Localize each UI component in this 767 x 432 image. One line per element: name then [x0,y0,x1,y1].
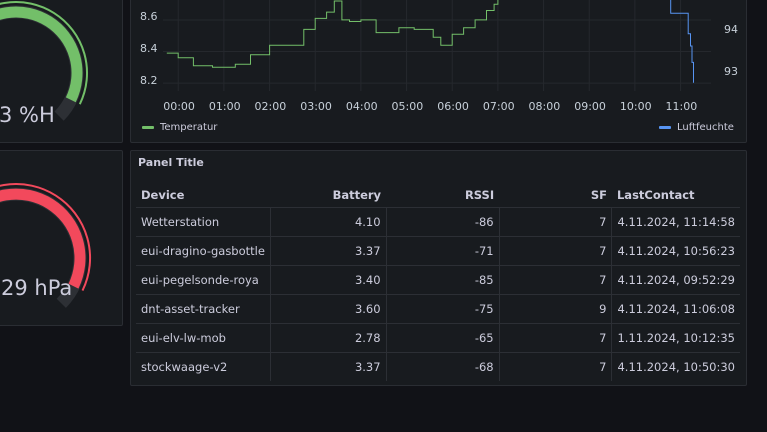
cell-device: Wetterstation [136,207,271,237]
device-table: Device Battery RSSI SF LastContact Wette… [136,183,740,381]
pressure-gauge [0,183,92,308]
cell-device: eui-pegelsonde-roya [136,265,271,295]
y-tick-right: 93 [724,65,738,78]
cell-sf: 7 [498,352,612,381]
x-tick-label: 10:00 [619,100,652,113]
cell-lastcontact: 4.11.2024, 09:52:29 [611,265,740,295]
pressure-gauge-outer-ring [0,183,92,292]
table-row: Wetterstation 4.10 -86 7 4.11.2024, 11:1… [136,207,740,237]
cell-sf: 7 [498,207,612,237]
legend-item-luftfeuchte[interactable]: Luftfeuchte [659,122,734,133]
legend-label: Luftfeuchte [677,122,734,133]
cell-rssi: -85 [385,265,500,295]
legend-label: Temperatur [160,122,218,133]
x-tick-label: 07:00 [482,100,515,113]
x-tick-label: 08:00 [528,100,561,113]
cell-sf: 7 [498,236,612,266]
pressure-value: 29 hPa [1,276,73,300]
x-tick-label: 05:00 [391,100,424,113]
legend-swatch [659,126,671,129]
pressure-gauge-panel: 29 hPa [0,150,123,326]
cell-battery: 3.60 [269,294,387,324]
cell-device: stockwaage-v2 [136,352,271,381]
table-header-row: Device Battery RSSI SF LastContact [136,183,740,208]
cell-device: eui-dragino-gasbottle [136,236,271,266]
humidity-gauge-track [0,5,84,121]
cell-device: eui-elv-lw-mob [136,323,271,353]
cell-lastcontact: 4.11.2024, 10:56:23 [611,236,740,266]
y-tick-right: 94 [724,23,738,36]
y-tick-left: 8.6 [140,10,158,23]
cell-lastcontact: 4.11.2024, 11:06:08 [611,294,740,324]
x-tick-label: 09:00 [574,100,606,113]
cell-device: dnt-asset-tracker [136,294,271,324]
column-header-device[interactable]: Device [141,188,185,202]
y-tick-left: 8.2 [140,74,158,87]
cell-rssi: -71 [385,236,500,266]
column-header-sf[interactable]: SF [590,188,607,202]
timeseries-panel: 8.6 8.4 8.2 94 93 00:00 01:00 02:00 03:00 04… [130,0,747,143]
humidity-gauge-arc [0,6,83,103]
x-tick-label: 04:00 [345,100,378,113]
device-table-panel: Panel Title Device Battery RSSI SF LastC… [130,150,747,386]
column-header-lastcontact[interactable]: LastContact [616,188,695,202]
cell-battery: 4.10 [269,207,387,237]
table-row: dnt-asset-tracker 3.60 -75 9 4.11.2024, … [136,294,740,324]
cell-sf: 7 [498,323,612,353]
pressure-gauge-arc [0,188,86,289]
cell-rssi: -75 [385,294,500,324]
timeseries-chart [163,0,711,91]
cell-lastcontact: 4.11.2024, 11:14:58 [611,207,740,237]
x-tick-label: 01:00 [208,100,241,113]
series-line-temperatur [166,0,499,68]
legend-item-temperatur[interactable]: Temperatur [142,122,217,133]
cell-sf: 9 [498,294,612,324]
x-tick-label: 02:00 [254,100,287,113]
cell-sf: 7 [498,265,612,295]
cell-battery: 3.37 [269,352,387,381]
column-header-rssi[interactable]: RSSI [464,188,495,202]
humidity-gauge-panel: 3 %H [0,0,123,143]
humidity-gauge-outer-ring [0,1,88,105]
table-row: eui-pegelsonde-roya 3.40 -85 7 4.11.2024… [136,265,740,295]
y-tick-left: 8.4 [140,42,158,55]
cell-rssi: -86 [385,207,500,237]
humidity-gauge [0,1,88,121]
x-tick-label: 06:00 [437,100,469,113]
x-tick-label: 00:00 [163,100,195,113]
x-tick-label: 03:00 [300,100,332,113]
cell-rssi: -65 [385,323,500,353]
x-tick-label: 11:00 [665,100,698,113]
table-row: eui-elv-lw-mob 2.78 -65 7 1.11.2024, 10:… [136,323,740,353]
table-row: stockwaage-v2 3.37 -68 7 4.11.2024, 10:5… [136,352,740,381]
panel-title[interactable]: Panel Title [138,156,204,169]
cell-lastcontact: 1.11.2024, 10:12:35 [611,323,740,353]
cell-rssi: -68 [385,352,500,381]
cell-lastcontact: 4.11.2024, 10:50:30 [611,352,740,381]
cell-battery: 3.37 [269,236,387,266]
series-line-luftfeuchte [670,0,694,83]
cell-battery: 2.78 [269,323,387,353]
table-row: eui-dragino-gasbottle 3.37 -71 7 4.11.20… [136,236,740,266]
humidity-value: 3 %H [0,103,55,127]
column-header-battery[interactable]: Battery [332,188,382,202]
legend-swatch [142,126,154,129]
cell-battery: 3.40 [269,265,387,295]
